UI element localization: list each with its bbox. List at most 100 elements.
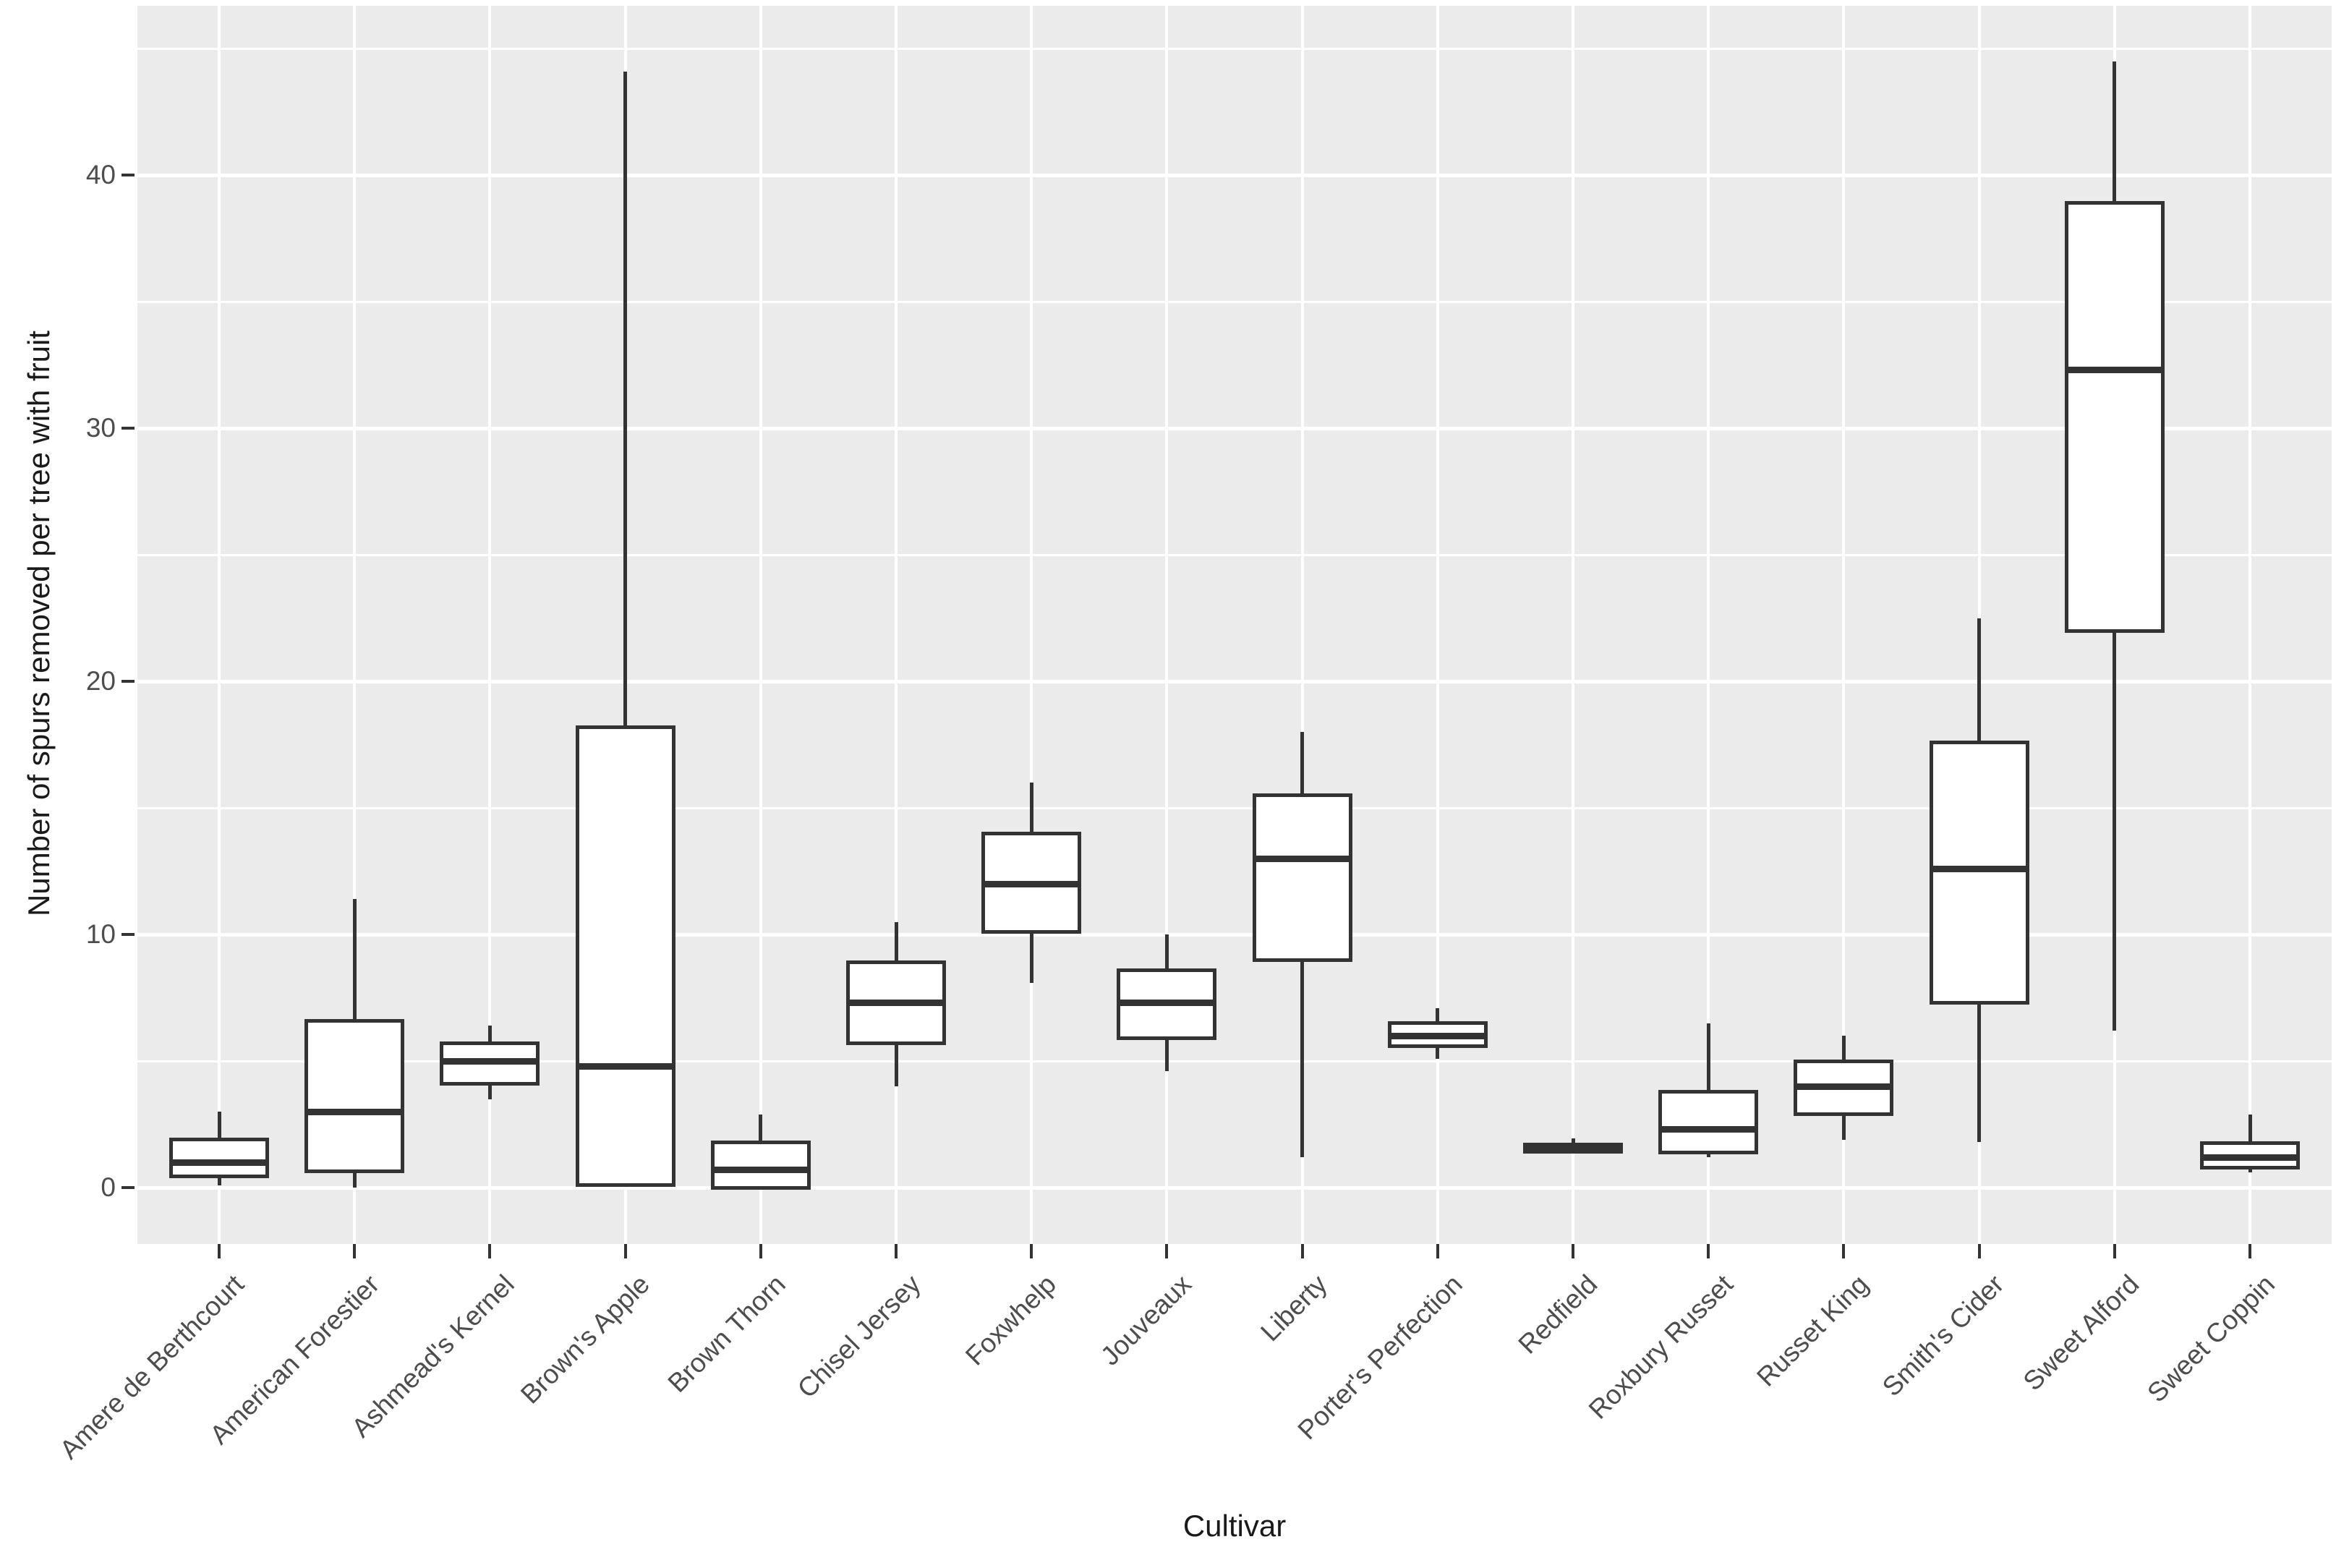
gridline-minor-y-5	[137, 1060, 2332, 1062]
gridline-minor-y-45	[137, 47, 2332, 50]
gridline-x-12	[1842, 6, 1846, 1244]
y-tick-30	[122, 427, 135, 430]
lower-whisker	[1164, 1038, 1169, 1071]
lower-whisker	[1029, 932, 1033, 983]
y-tick-40	[122, 174, 135, 176]
median-line	[1658, 1126, 1759, 1133]
x-tick-7	[1165, 1244, 1169, 1258]
x-tick-1	[353, 1244, 357, 1258]
y-axis-title: Number of spurs removed per tree with fr…	[22, 331, 56, 916]
y-tick-label-0: 0	[101, 1172, 116, 1202]
upper-whisker	[1977, 618, 1982, 742]
lower-whisker	[487, 1083, 492, 1099]
y-tick-0	[122, 1186, 135, 1189]
x-tick-10	[1572, 1244, 1574, 1258]
upper-whisker	[2248, 1114, 2252, 1143]
x-tick-label-12: Russet King	[1751, 1269, 1875, 1392]
y-tick-label-20: 20	[85, 666, 116, 696]
x-tick-4	[759, 1244, 762, 1258]
gridline-x-10	[1572, 6, 1574, 1244]
lower-whisker	[2248, 1167, 2252, 1172]
upper-whisker	[1571, 1138, 1575, 1145]
x-tick-15	[2248, 1244, 2251, 1258]
gridline-major-y-10	[137, 932, 2332, 937]
gridline-x-8	[1300, 6, 1304, 1244]
gridline-x-7	[1165, 6, 1169, 1244]
iqr-box	[1658, 1089, 1759, 1154]
upper-whisker	[352, 899, 357, 1021]
x-tick-13	[1977, 1244, 1981, 1258]
gridline-x-4	[759, 6, 762, 1244]
gridline-x-15	[2248, 6, 2251, 1244]
upper-whisker	[217, 1112, 221, 1140]
lower-whisker	[352, 1171, 357, 1188]
gridline-x-6	[1030, 6, 1033, 1244]
x-tick-11	[1707, 1244, 1710, 1258]
gridline-x-1	[353, 6, 357, 1244]
x-tick-label-3: Brown's Apple	[515, 1269, 656, 1410]
lower-whisker	[217, 1176, 221, 1185]
gridline-x-9	[1436, 6, 1439, 1244]
upper-whisker	[894, 921, 898, 963]
x-tick-label-13: Smith's Cider	[1876, 1269, 2010, 1402]
x-tick-2	[488, 1244, 492, 1258]
median-line	[2064, 367, 2165, 373]
upper-whisker	[759, 1114, 763, 1142]
x-tick-label-14: Sweet Alford	[2017, 1269, 2145, 1397]
x-tick-label-6: Foxwhelp	[959, 1269, 1062, 1371]
iqr-box	[2064, 201, 2165, 633]
x-tick-6	[1030, 1244, 1033, 1258]
iqr-box	[169, 1138, 269, 1178]
upper-whisker	[1164, 934, 1169, 970]
x-tick-label-11: Roxbury Russet	[1582, 1269, 1739, 1425]
median-line	[1794, 1083, 1894, 1090]
x-tick-label-10: Redfield	[1512, 1269, 1603, 1360]
iqr-box	[1252, 793, 1352, 962]
gridline-minor-y-35	[137, 300, 2332, 303]
median-line	[1929, 865, 2029, 872]
lower-whisker	[1436, 1046, 1440, 1059]
upper-whisker	[1300, 732, 1305, 796]
iqr-box	[304, 1018, 405, 1173]
lower-whisker	[1977, 1002, 1982, 1142]
x-tick-5	[895, 1244, 898, 1258]
upper-whisker	[1841, 1036, 1846, 1061]
lower-whisker	[1706, 1152, 1710, 1157]
gridline-x-11	[1707, 6, 1710, 1244]
upper-whisker	[1706, 1023, 1710, 1091]
gridline-x-2	[488, 6, 492, 1244]
lower-whisker	[1300, 960, 1305, 1157]
gridline-minor-y-15	[137, 806, 2332, 809]
x-tick-label-7: Jouveaux	[1095, 1269, 1198, 1371]
median-line	[710, 1167, 811, 1173]
median-line	[1117, 1000, 1217, 1006]
gridline-minor-y-25	[137, 553, 2332, 556]
x-tick-14	[2113, 1244, 2116, 1258]
median-line	[846, 1000, 946, 1006]
iqr-box	[1929, 740, 2029, 1005]
gridline-major-y-20	[137, 679, 2332, 683]
median-line	[1252, 855, 1352, 862]
gridline-x-0	[218, 6, 221, 1244]
iqr-box	[575, 725, 675, 1187]
x-tick-12	[1842, 1244, 1846, 1258]
lower-whisker	[2113, 631, 2117, 1031]
upper-whisker	[1436, 1007, 1440, 1023]
y-tick-label-30: 30	[85, 413, 116, 443]
lower-whisker	[894, 1043, 898, 1086]
x-tick-label-8: Liberty	[1254, 1269, 1333, 1347]
median-line	[169, 1159, 269, 1166]
x-tick-label-4: Brown Thorn	[662, 1269, 791, 1399]
median-line	[1523, 1143, 1623, 1151]
x-tick-8	[1300, 1244, 1304, 1258]
gridline-major-y-30	[137, 426, 2332, 430]
median-line	[1387, 1032, 1488, 1039]
median-line	[2200, 1154, 2300, 1161]
x-tick-label-5: Chisel Jersey	[791, 1269, 926, 1404]
gridline-major-y-0	[137, 1185, 2332, 1190]
x-tick-0	[218, 1244, 221, 1258]
x-tick-9	[1436, 1244, 1439, 1258]
y-tick-label-10: 10	[85, 919, 116, 949]
median-line	[440, 1057, 540, 1065]
